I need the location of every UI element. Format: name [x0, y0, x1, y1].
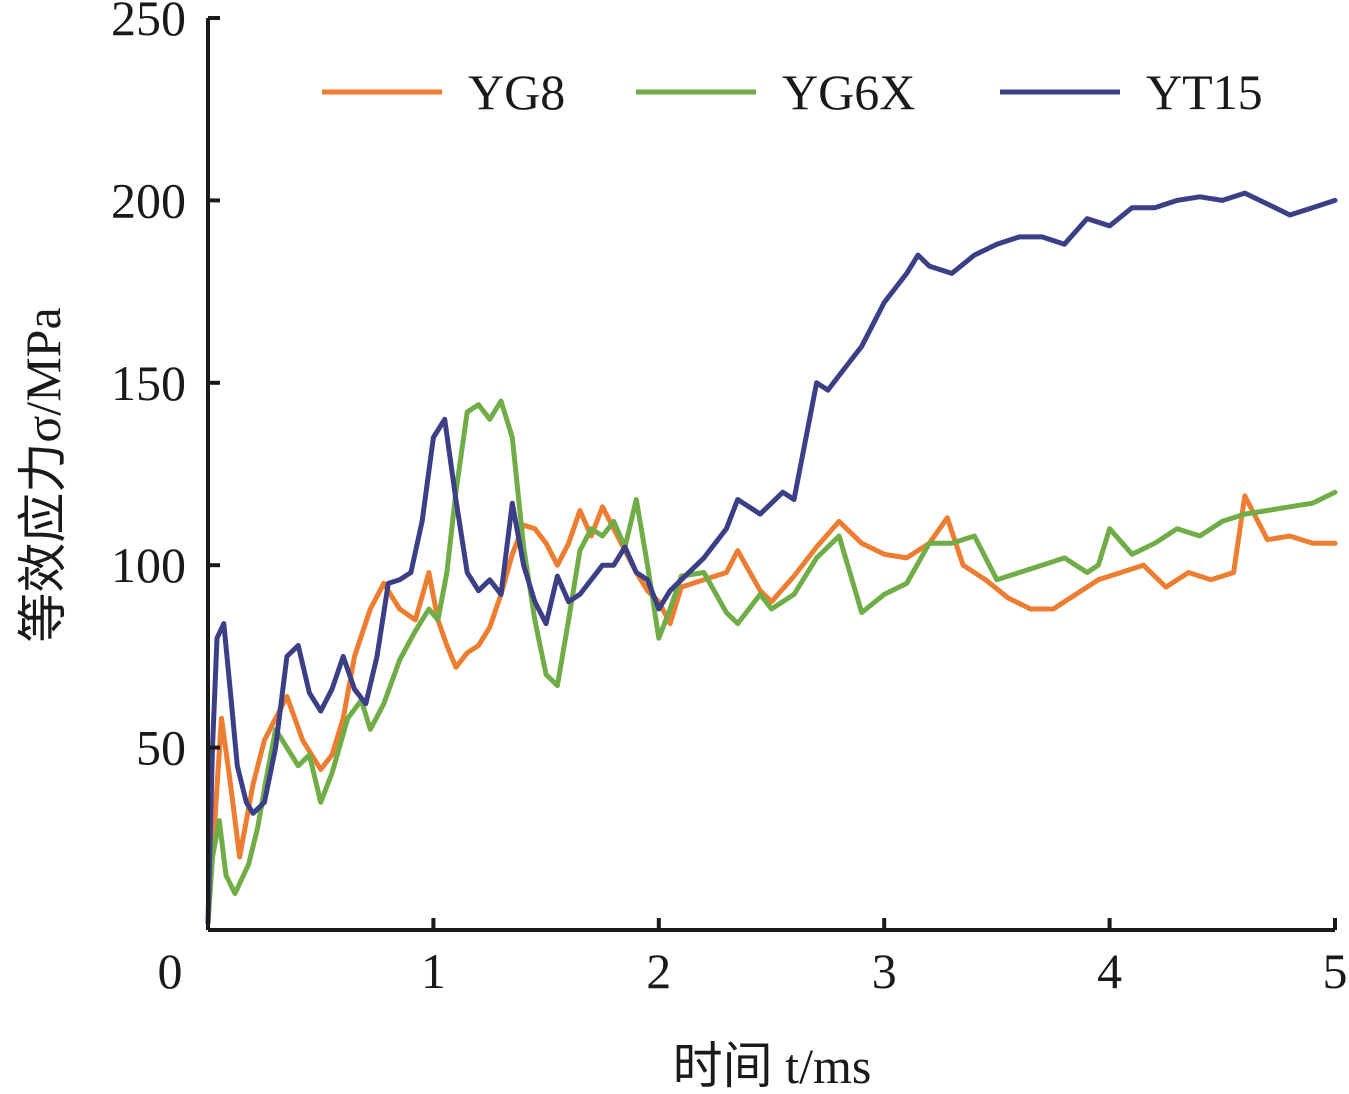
x-tick-label: 2	[646, 943, 671, 999]
x-tick-label: 3	[872, 943, 897, 999]
y-tick-label: 150	[111, 355, 186, 411]
series-line-yt15	[205, 190, 1338, 926]
axes: 50 100 150 200 250 0 1 2 3 4 5	[111, 0, 1348, 999]
y-tick-label: 100	[111, 537, 186, 593]
y-tick-label: 200	[111, 172, 186, 228]
plot-area	[205, 190, 1338, 926]
x-axis-title: 时间 t/ms	[673, 1038, 872, 1094]
series-line-yg8	[205, 493, 1338, 926]
x-tick-label: 4	[1097, 943, 1122, 999]
legend-label-yg6x: YG6X	[782, 64, 915, 120]
x-tick-label: 0	[158, 943, 183, 999]
legend-label-yg8: YG8	[468, 64, 565, 120]
x-tick-label: 1	[421, 943, 446, 999]
legend-label-yt15: YT15	[1146, 64, 1263, 120]
y-tick-label: 250	[111, 0, 186, 46]
x-tick-label: 5	[1323, 943, 1348, 999]
series-line-yg6x	[205, 398, 1338, 926]
y-axis-title: 等效应力σ/MPa	[15, 307, 71, 642]
legend: YG8 YG6X YT15	[322, 64, 1263, 120]
y-tick-label: 50	[136, 720, 186, 776]
